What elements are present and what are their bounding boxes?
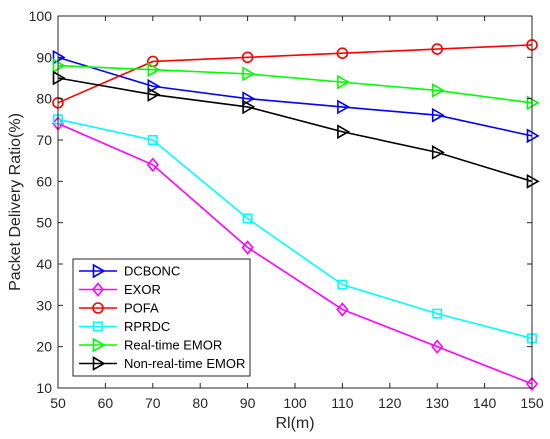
series-dcbonc: [52, 49, 540, 144]
data-point-non-real-time-emor: [147, 87, 161, 102]
legend-label-real-time-emor: Real-time EMOR: [124, 338, 222, 353]
data-point-pofa: [241, 51, 254, 64]
data-point-dcbonc: [337, 99, 351, 115]
data-point-exor: [146, 157, 159, 173]
y-tick-label: 90: [36, 49, 52, 65]
legend-swatch-marker: [92, 337, 106, 353]
series-real-time-emor: [52, 58, 540, 111]
data-point-dcbonc: [52, 49, 66, 65]
data-point-exor: [336, 302, 349, 317]
data-point-non-real-time-emor: [52, 70, 66, 86]
data-point-real-time-emor: [52, 58, 66, 73]
series-line-non-real-time-emor: [57, 77, 533, 183]
legend-label-dcbonc: DCBONC: [124, 264, 180, 279]
x-tick-label: 100: [283, 395, 307, 411]
series-exor: [51, 116, 539, 392]
x-tick-label: 130: [426, 395, 450, 411]
legend-label-exor: EXOR: [124, 282, 161, 297]
x-tick-label: 120: [378, 395, 402, 411]
data-point-dcbonc: [431, 107, 445, 123]
y-tick-label: 100: [29, 8, 53, 24]
axes-layer: 50 60 70 80 90 100 110 120 130 140 150 10 20 30 40 50 60…: [29, 8, 544, 411]
data-point-dcbonc: [526, 128, 540, 144]
legend-swatch-marker: [93, 321, 104, 332]
y-axis-title: Packet Delivery Ratio(%): [7, 113, 24, 291]
data-point-rprdc: [432, 308, 443, 319]
x-tick-label: 80: [192, 395, 208, 411]
legend-swatch-marker: [92, 356, 106, 371]
data-point-exor: [431, 339, 444, 354]
legend-label-non-real-time-emor: Non-real-time EMOR: [124, 356, 245, 371]
series-rprdc: [52, 114, 537, 344]
x-tick-label: 50: [50, 395, 66, 411]
x-tick-label: 150: [520, 395, 544, 411]
series-line-dcbonc: [57, 56, 533, 137]
data-point-non-real-time-emor: [431, 145, 445, 160]
data-point-dcbonc: [147, 78, 161, 94]
y-tick-label: 20: [36, 339, 52, 355]
data-point-rprdc: [337, 279, 348, 290]
legend: DCBONC EXOR POFA RPRDC Real-time EMOR Non-rea…: [72, 258, 251, 377]
series-layer: [51, 39, 540, 392]
data-point-rprdc: [242, 213, 253, 224]
x-axis-title: Rl(m): [275, 415, 314, 432]
series-line-exor: [57, 122, 533, 385]
legend-box: [72, 258, 251, 377]
data-point-real-time-emor: [242, 66, 256, 82]
y-tick-label: 70: [36, 132, 52, 148]
x-tick-label: 140: [473, 395, 497, 411]
data-point-real-time-emor: [147, 62, 161, 78]
data-point-pofa: [431, 43, 444, 55]
series-line-real-time-emor: [57, 64, 533, 104]
y-tick-label: 30: [36, 297, 52, 313]
x-tick-label: 70: [145, 395, 161, 411]
y-tick-label: 40: [36, 256, 52, 272]
data-point-exor: [241, 240, 254, 255]
y-tick-label: 10: [36, 380, 52, 396]
legend-swatch-marker: [92, 263, 106, 279]
x-tick-label: 110: [331, 395, 354, 411]
data-point-real-time-emor: [526, 95, 540, 111]
series-non-real-time-emor: [52, 70, 540, 189]
y-tick-label: 80: [36, 91, 52, 107]
data-point-exor: [525, 376, 539, 392]
legend-swatch-marker: [92, 302, 104, 314]
data-point-non-real-time-emor: [242, 99, 256, 115]
data-point-non-real-time-emor: [337, 124, 351, 140]
data-point-rprdc: [147, 135, 158, 146]
legend-label-rprdc: RPRDC: [124, 319, 170, 334]
legend-swatch-marker: [91, 282, 105, 297]
y-tick-label: 50: [36, 215, 52, 231]
data-point-real-time-emor: [337, 74, 351, 90]
series-line-rprdc: [57, 118, 533, 340]
data-point-real-time-emor: [431, 83, 445, 98]
y-tick-label: 60: [36, 173, 52, 189]
data-point-dcbonc: [242, 91, 256, 107]
data-point-pofa: [336, 47, 349, 60]
legend-label-pofa: POFA: [124, 301, 159, 316]
x-tick-label: 90: [240, 395, 256, 411]
x-tick-label: 60: [98, 395, 114, 411]
